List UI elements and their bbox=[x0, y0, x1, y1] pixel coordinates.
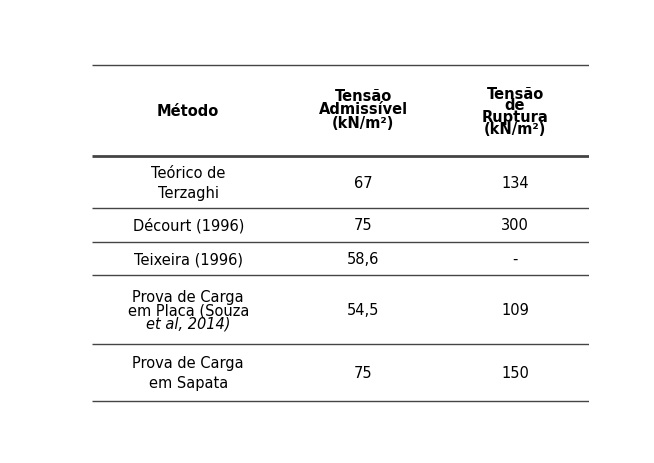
Text: (kN/m²): (kN/m²) bbox=[484, 122, 546, 137]
Text: 75: 75 bbox=[354, 365, 372, 381]
Text: (kN/m²): (kN/m²) bbox=[332, 116, 394, 131]
Text: Admissível: Admissível bbox=[318, 102, 407, 117]
Text: Ruptura: Ruptura bbox=[482, 110, 549, 125]
Text: Prova de Carga
em Sapata: Prova de Carga em Sapata bbox=[132, 356, 244, 390]
Text: Prova de Carga: Prova de Carga bbox=[132, 290, 244, 305]
Text: 134: 134 bbox=[502, 175, 529, 190]
Text: et al, 2014): et al, 2014) bbox=[146, 315, 230, 331]
Text: Décourt (1996): Décourt (1996) bbox=[133, 218, 244, 233]
Text: 54,5: 54,5 bbox=[347, 303, 379, 318]
Text: Tensão: Tensão bbox=[487, 87, 543, 101]
Text: Método: Método bbox=[157, 104, 219, 119]
Text: Tensão: Tensão bbox=[334, 89, 392, 104]
Text: -: - bbox=[513, 251, 518, 266]
Text: em Placa (Souza: em Placa (Souza bbox=[128, 303, 249, 318]
Text: 75: 75 bbox=[354, 218, 372, 233]
Text: 300: 300 bbox=[501, 218, 529, 233]
Text: 109: 109 bbox=[501, 303, 529, 318]
Text: 67: 67 bbox=[354, 175, 372, 190]
Text: de: de bbox=[505, 98, 525, 113]
Text: Teixeira (1996): Teixeira (1996) bbox=[133, 251, 243, 266]
Text: Teórico de
Terzaghi: Teórico de Terzaghi bbox=[151, 165, 226, 200]
Text: 150: 150 bbox=[501, 365, 529, 381]
Text: 58,6: 58,6 bbox=[347, 251, 379, 266]
